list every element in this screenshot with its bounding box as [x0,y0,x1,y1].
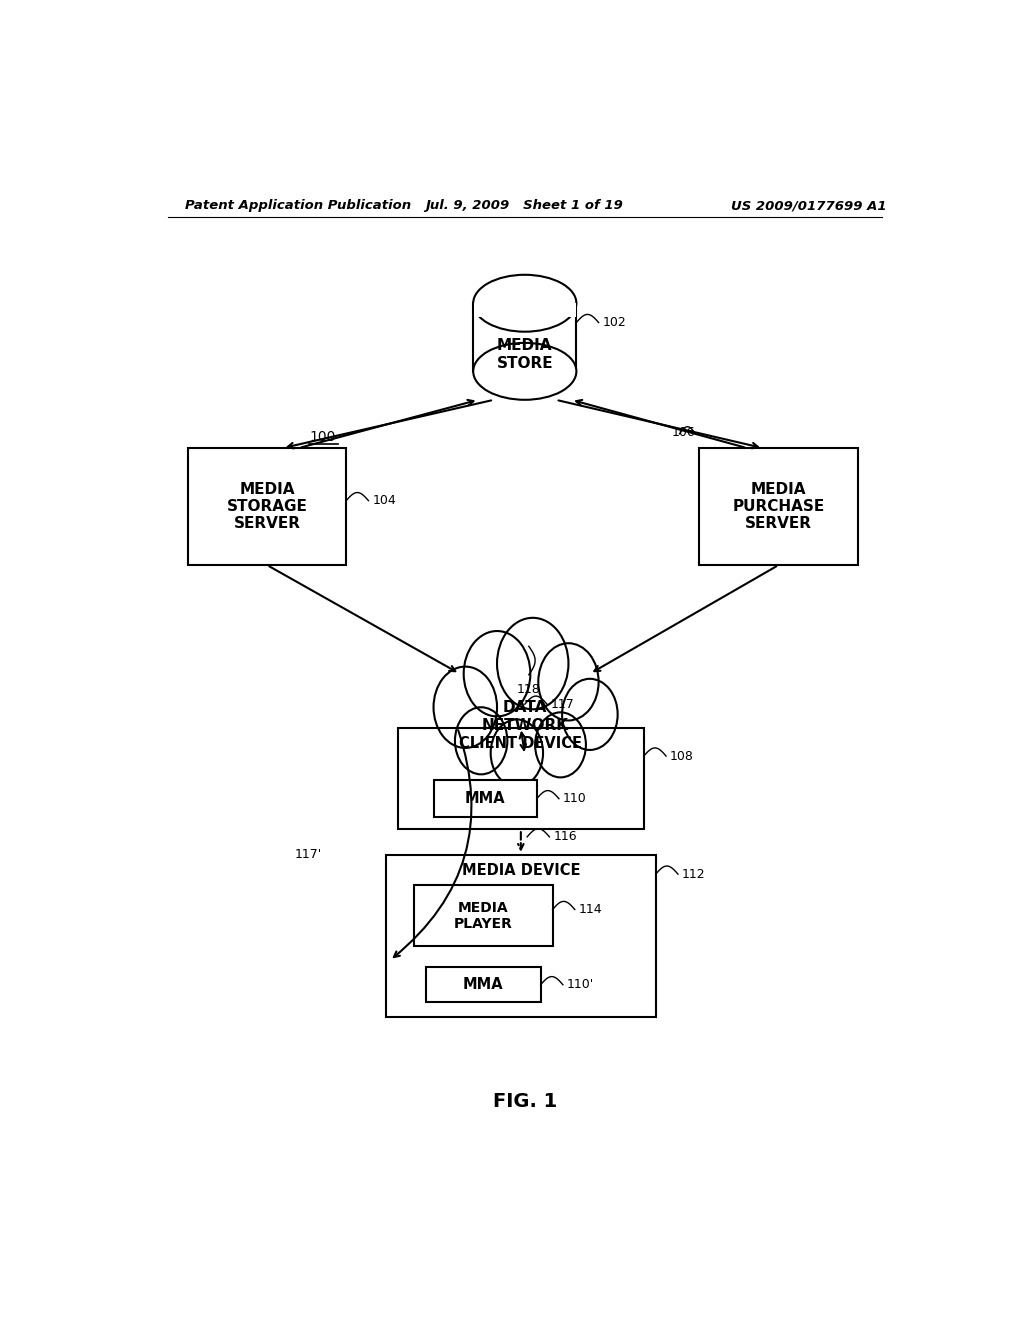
Bar [433,780,537,817]
Text: 102: 102 [602,315,627,329]
Circle shape [539,643,599,721]
Text: MEDIA DEVICE: MEDIA DEVICE [462,863,580,878]
Text: Jul. 9, 2009   Sheet 1 of 19: Jul. 9, 2009 Sheet 1 of 19 [426,199,624,213]
Text: MEDIA
PLAYER: MEDIA PLAYER [454,900,513,931]
Text: 100: 100 [309,430,335,444]
Text: 116: 116 [553,830,577,843]
Text: MEDIA
STORAGE
SERVER: MEDIA STORAGE SERVER [226,482,307,532]
Circle shape [497,618,568,709]
Bar [426,968,541,1002]
Circle shape [562,678,617,750]
Text: MMA: MMA [463,977,504,993]
Circle shape [464,631,530,717]
Bar [474,304,575,318]
Text: 117': 117' [295,849,322,861]
Text: Patent Application Publication: Patent Application Publication [185,199,412,213]
Bar [187,447,346,565]
Text: 110': 110' [567,978,594,991]
Circle shape [536,713,586,777]
Text: 117: 117 [551,698,574,710]
Bar [414,886,553,946]
Text: 106: 106 [672,426,695,440]
Bar [473,304,577,371]
Ellipse shape [473,275,577,331]
Text: DATA
NETWORK: DATA NETWORK [481,700,568,733]
Bar [386,854,655,1018]
Text: MEDIA
PURCHASE
SERVER: MEDIA PURCHASE SERVER [732,482,825,532]
Text: MEDIA
STORE: MEDIA STORE [497,338,553,371]
Text: 118: 118 [517,682,541,696]
Text: 108: 108 [670,750,694,763]
Text: 104: 104 [373,494,396,507]
Circle shape [455,708,507,775]
Text: 112: 112 [682,867,706,880]
Circle shape [490,719,543,787]
Text: FIG. 1: FIG. 1 [493,1092,557,1111]
Text: 110: 110 [563,792,587,805]
Bar [397,727,644,829]
Text: US 2009/0177699 A1: US 2009/0177699 A1 [731,199,887,213]
Bar [699,447,858,565]
Text: MMA: MMA [465,791,506,807]
Ellipse shape [473,343,577,400]
Text: CLIENT DEVICE: CLIENT DEVICE [460,737,583,751]
Text: 114: 114 [579,903,602,916]
Circle shape [433,667,497,748]
